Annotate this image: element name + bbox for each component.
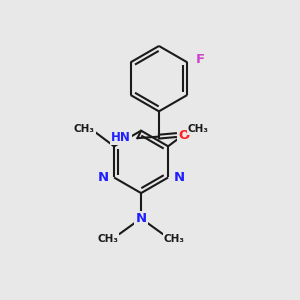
Text: N: N [98,171,109,184]
Text: F: F [196,53,205,66]
Text: N: N [136,212,147,225]
Text: CH₃: CH₃ [188,124,208,134]
Text: CH₃: CH₃ [74,124,95,134]
Text: CH₃: CH₃ [164,234,185,244]
Text: HN: HN [111,131,131,144]
Text: O: O [178,129,190,142]
Text: N: N [173,171,184,184]
Text: CH₃: CH₃ [97,234,118,244]
